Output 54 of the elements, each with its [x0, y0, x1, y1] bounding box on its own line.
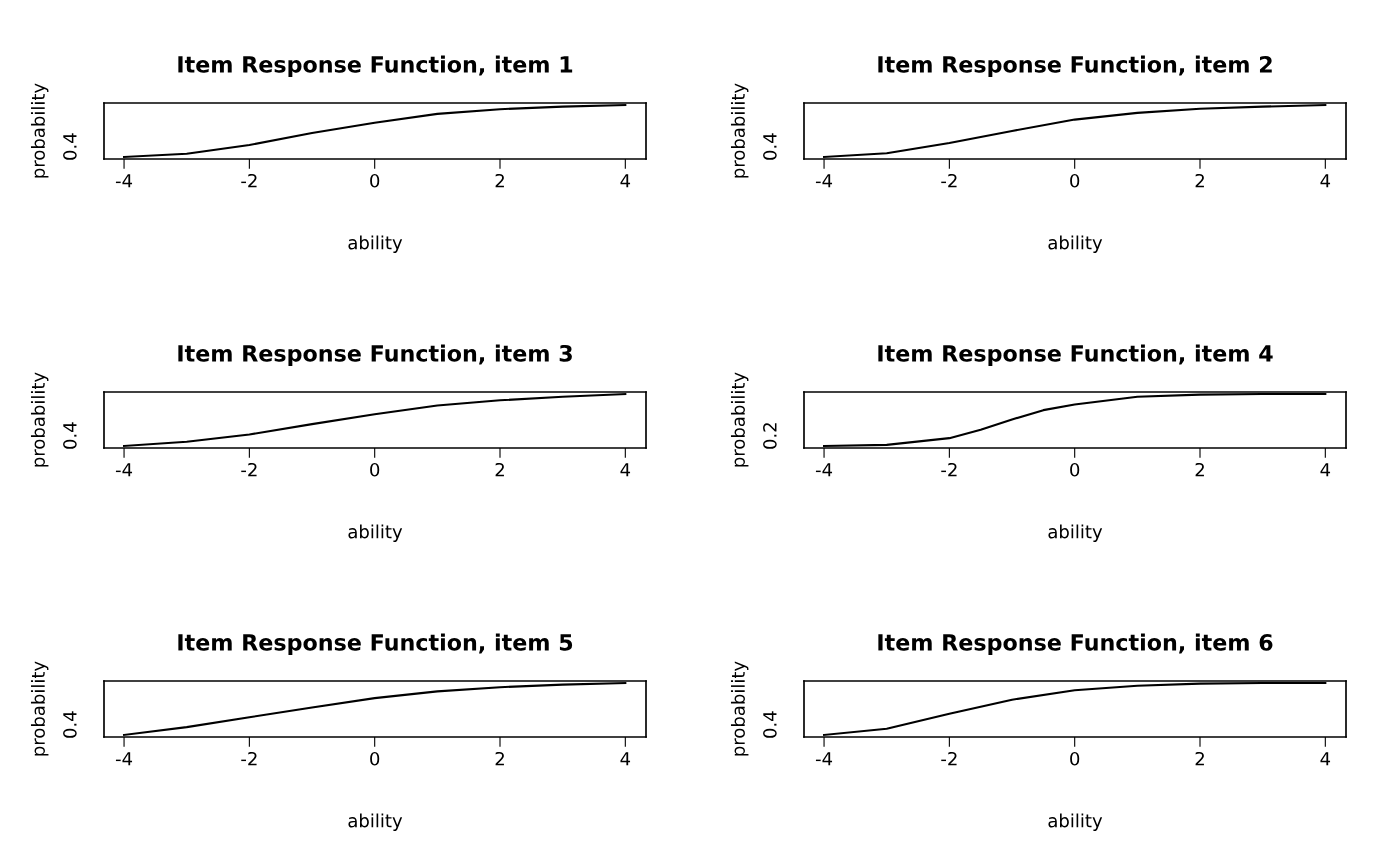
x-tick-label: 4: [1320, 463, 1331, 477]
chart-title: Item Response Function, item 5: [178, 633, 573, 656]
x-tick-label: -4: [815, 752, 833, 766]
x-axis-title: ability: [1048, 235, 1103, 253]
y-axis-title: probability: [30, 83, 49, 178]
x-tick-label: 2: [1195, 173, 1204, 188]
x-tick-label: 2: [495, 751, 504, 766]
x-tick-label: -2: [941, 751, 957, 766]
text: 0.4: [63, 711, 77, 738]
x-tick-label: 0: [370, 751, 380, 766]
y-axis-title: probability: [730, 372, 749, 467]
chart-title: Item Response Function, item 6: [878, 633, 1273, 656]
text: 0.4: [763, 133, 777, 160]
x-tick-label: 2: [1195, 751, 1204, 766]
chart-title: Item Response Function, item 2: [878, 55, 1272, 78]
chart-title: Item Response Function, item 1: [178, 55, 573, 78]
x-axis-title: ability: [348, 524, 403, 542]
y-axis-title: probability: [30, 661, 49, 756]
x-tick-label: 2: [1195, 462, 1204, 477]
x-tick-label: -2: [241, 462, 257, 477]
x-tick-label: -2: [941, 173, 957, 188]
x-tick-label: -2: [941, 462, 957, 477]
x-axis-title: ability: [1048, 524, 1103, 542]
x-tick-label: 4: [1320, 174, 1331, 188]
x-tick-label: 0: [370, 462, 380, 477]
x-tick-label: 2: [495, 173, 504, 188]
x-tick-label: 0: [1070, 173, 1080, 188]
x-tick-label: -2: [241, 173, 257, 188]
x-tick-label: 0: [1070, 751, 1080, 766]
chart-title: Item Response Function, item 3: [178, 344, 572, 367]
text: 0.4: [63, 133, 77, 160]
y-axis-title: probability: [730, 661, 749, 756]
text: 0.4: [763, 711, 777, 738]
x-tick-label: -4: [115, 752, 133, 766]
x-tick-label: 4: [620, 463, 631, 477]
x-axis-title: ability: [1048, 813, 1103, 831]
text: 0.2: [763, 423, 777, 449]
x-tick-label: -4: [815, 463, 833, 477]
x-tick-label: -4: [115, 463, 133, 477]
x-tick-label: 4: [620, 752, 631, 766]
y-axis-title: probability: [30, 372, 49, 467]
x-axis-title: ability: [348, 235, 403, 253]
text: 0.4: [63, 422, 77, 449]
x-tick-label: 4: [620, 174, 631, 188]
x-tick-label: 4: [1320, 752, 1331, 766]
x-tick-label: 0: [370, 173, 380, 188]
chart-title: Item Response Function, item 4: [878, 344, 1273, 367]
x-tick-label: -2: [241, 751, 257, 766]
x-tick-label: -4: [815, 174, 833, 188]
x-axis-title: ability: [348, 813, 403, 831]
x-tick-label: 0: [1070, 462, 1080, 477]
x-tick-label: -4: [115, 174, 133, 188]
x-tick-label: 2: [495, 462, 504, 477]
y-axis-title: probability: [730, 83, 749, 178]
